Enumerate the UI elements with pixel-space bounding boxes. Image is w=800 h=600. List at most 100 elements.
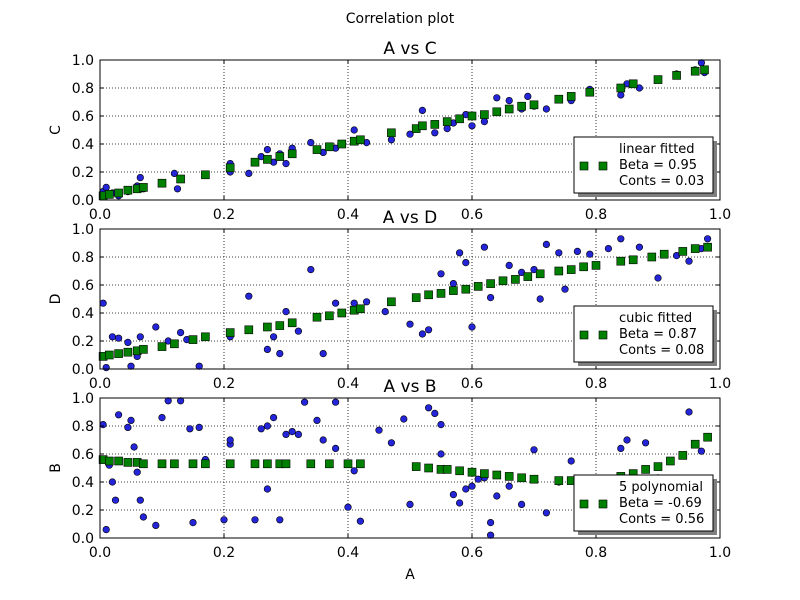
x-axis-label: A bbox=[405, 567, 415, 583]
scatter-point bbox=[493, 492, 501, 500]
subplot-3: 0.0 0.2 0.4 0.6 0.8 1.00.00.20.40.60.81.0A vs… bbox=[48, 377, 731, 583]
scatter-point bbox=[350, 467, 358, 475]
scatter-point bbox=[443, 125, 451, 133]
scatter-point bbox=[133, 468, 141, 476]
scatter-point bbox=[468, 323, 476, 331]
scatter-point bbox=[319, 436, 327, 444]
scatter-point bbox=[431, 409, 439, 418]
scatter-point bbox=[282, 430, 290, 439]
scatter-point bbox=[456, 499, 464, 507]
y-tick-label: 0.0 bbox=[72, 531, 94, 547]
legend-line: linear fitted bbox=[619, 142, 695, 157]
fit-point bbox=[449, 286, 458, 295]
y-tick-label: 0.0 bbox=[72, 362, 94, 378]
scatter-point bbox=[127, 362, 135, 370]
legend-marker bbox=[598, 161, 608, 171]
x-tick-label: 0.4 bbox=[337, 376, 359, 392]
scatter-point bbox=[487, 294, 495, 302]
scatter-point bbox=[263, 146, 272, 154]
fit-point bbox=[275, 321, 285, 330]
scatter-point bbox=[313, 416, 321, 425]
legend-line: Beta = -0.69 bbox=[619, 496, 702, 511]
scatter-point bbox=[124, 338, 132, 347]
scatter-point bbox=[387, 136, 396, 144]
scatter-point bbox=[517, 500, 526, 509]
scatter-point bbox=[195, 362, 203, 370]
axes-frame bbox=[99, 397, 721, 539]
scatter-point bbox=[282, 160, 290, 168]
scatter-point bbox=[449, 280, 458, 288]
legend-line: cubic fitted bbox=[619, 311, 692, 326]
fit-point bbox=[188, 459, 198, 469]
fit-point bbox=[411, 462, 421, 471]
fit-point bbox=[554, 476, 564, 485]
fit-point bbox=[424, 463, 433, 473]
scatter-point bbox=[263, 485, 272, 493]
fit-point bbox=[250, 157, 260, 167]
subplot-title: A vs C bbox=[383, 39, 436, 59]
scatter-point bbox=[282, 308, 290, 316]
fit-point bbox=[467, 467, 477, 477]
scatter-point bbox=[270, 333, 278, 341]
scatter-point bbox=[524, 92, 532, 100]
scatter-point bbox=[685, 408, 693, 416]
subplot-1: 0.0 0.2 0.4 0.6 0.8 1.0 0.0 0.2 0.4 0.6 0.8 1.0 A vs… bbox=[48, 39, 731, 223]
legend-line: Beta = 0.95 bbox=[619, 158, 697, 173]
y-tick-label: 0.4 bbox=[72, 475, 94, 491]
scatter-point bbox=[685, 257, 693, 265]
scatter-point bbox=[437, 270, 445, 278]
fit-point bbox=[201, 459, 210, 469]
fit-point bbox=[123, 347, 133, 357]
fit-point bbox=[461, 284, 471, 294]
fit-point bbox=[225, 328, 235, 337]
scatter-point bbox=[158, 414, 166, 422]
scatter-point bbox=[245, 169, 253, 177]
fit-point bbox=[473, 282, 483, 291]
scatter-point bbox=[257, 425, 265, 433]
fit-point bbox=[591, 261, 601, 270]
scatter-point bbox=[288, 428, 296, 436]
y-axis-label: B bbox=[48, 463, 64, 473]
fit-point bbox=[356, 135, 365, 145]
fit-point bbox=[566, 265, 576, 274]
fit-point bbox=[356, 304, 365, 314]
scatter-point bbox=[431, 129, 439, 137]
scatter-point bbox=[307, 266, 315, 274]
fit-point bbox=[666, 456, 675, 466]
fit-point bbox=[647, 252, 657, 262]
scatter-point bbox=[130, 443, 138, 451]
fit-point bbox=[455, 114, 464, 124]
scatter-point bbox=[136, 333, 144, 341]
scatter-point bbox=[703, 235, 712, 243]
fit-point bbox=[275, 152, 285, 161]
fit-point bbox=[123, 185, 133, 195]
y-axis-label: D bbox=[48, 294, 64, 305]
scatter-point bbox=[586, 250, 594, 258]
scatter-point bbox=[505, 96, 513, 105]
fit-point bbox=[672, 71, 681, 80]
legend-line: Conts = 0.56 bbox=[619, 512, 704, 527]
scatter-point bbox=[195, 423, 203, 432]
x-tick-label: 1.0 bbox=[709, 207, 731, 223]
scatter-point bbox=[425, 326, 433, 334]
fit-point bbox=[579, 262, 588, 272]
x-tick-label: 0.0 bbox=[89, 545, 111, 561]
scatter-point bbox=[604, 245, 613, 253]
fit-point bbox=[114, 188, 123, 198]
fit-point bbox=[641, 465, 650, 474]
scatter-point bbox=[102, 525, 110, 534]
fit-point bbox=[616, 83, 626, 93]
legend-line: Conts = 0.03 bbox=[619, 174, 704, 189]
scatter-point bbox=[344, 503, 352, 511]
fit-point bbox=[263, 155, 272, 164]
y-tick-label: 1.0 bbox=[72, 222, 94, 238]
fit-point bbox=[337, 308, 347, 318]
scatter-point bbox=[617, 91, 625, 99]
scatter-point bbox=[406, 130, 414, 138]
y-axis-label: C bbox=[48, 125, 64, 135]
fit-point bbox=[287, 318, 297, 328]
fit-point bbox=[690, 66, 700, 76]
